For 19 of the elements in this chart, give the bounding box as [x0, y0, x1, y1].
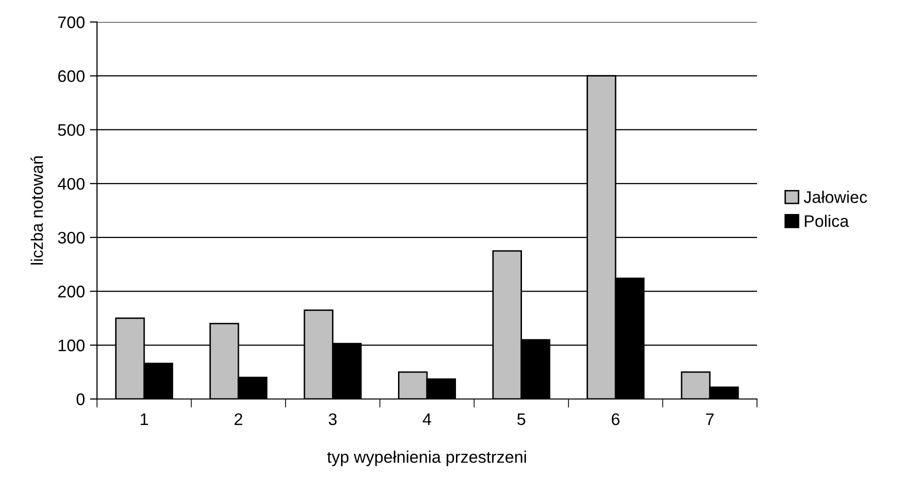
legend-label: Polica	[804, 214, 849, 227]
x-axis-title: typ wypełnienia przestrzeni	[327, 450, 526, 466]
y-tick-label: 200	[58, 286, 85, 298]
y-tick-label: 500	[58, 124, 85, 136]
x-tick-label: 6	[612, 413, 620, 426]
x-tick-label: 3	[328, 413, 337, 426]
y-tick-label: 700	[58, 16, 85, 28]
y-tick-label: 0	[76, 393, 85, 406]
y-tick-label: 600	[58, 70, 85, 82]
x-tick-label: 4	[422, 414, 432, 425]
y-tick-label: 400	[58, 178, 85, 190]
x-tick-label: 5	[517, 414, 526, 426]
x-tick-label: 7	[706, 414, 714, 425]
x-tick-label: 2	[234, 413, 242, 425]
legend-label: Jałowiec	[804, 190, 868, 204]
y-tick-label: 100	[58, 340, 85, 352]
x-tick-label: 1	[140, 414, 148, 425]
y-axis-title: liczba notowań	[30, 156, 43, 264]
y-tick-label: 300	[58, 232, 85, 244]
